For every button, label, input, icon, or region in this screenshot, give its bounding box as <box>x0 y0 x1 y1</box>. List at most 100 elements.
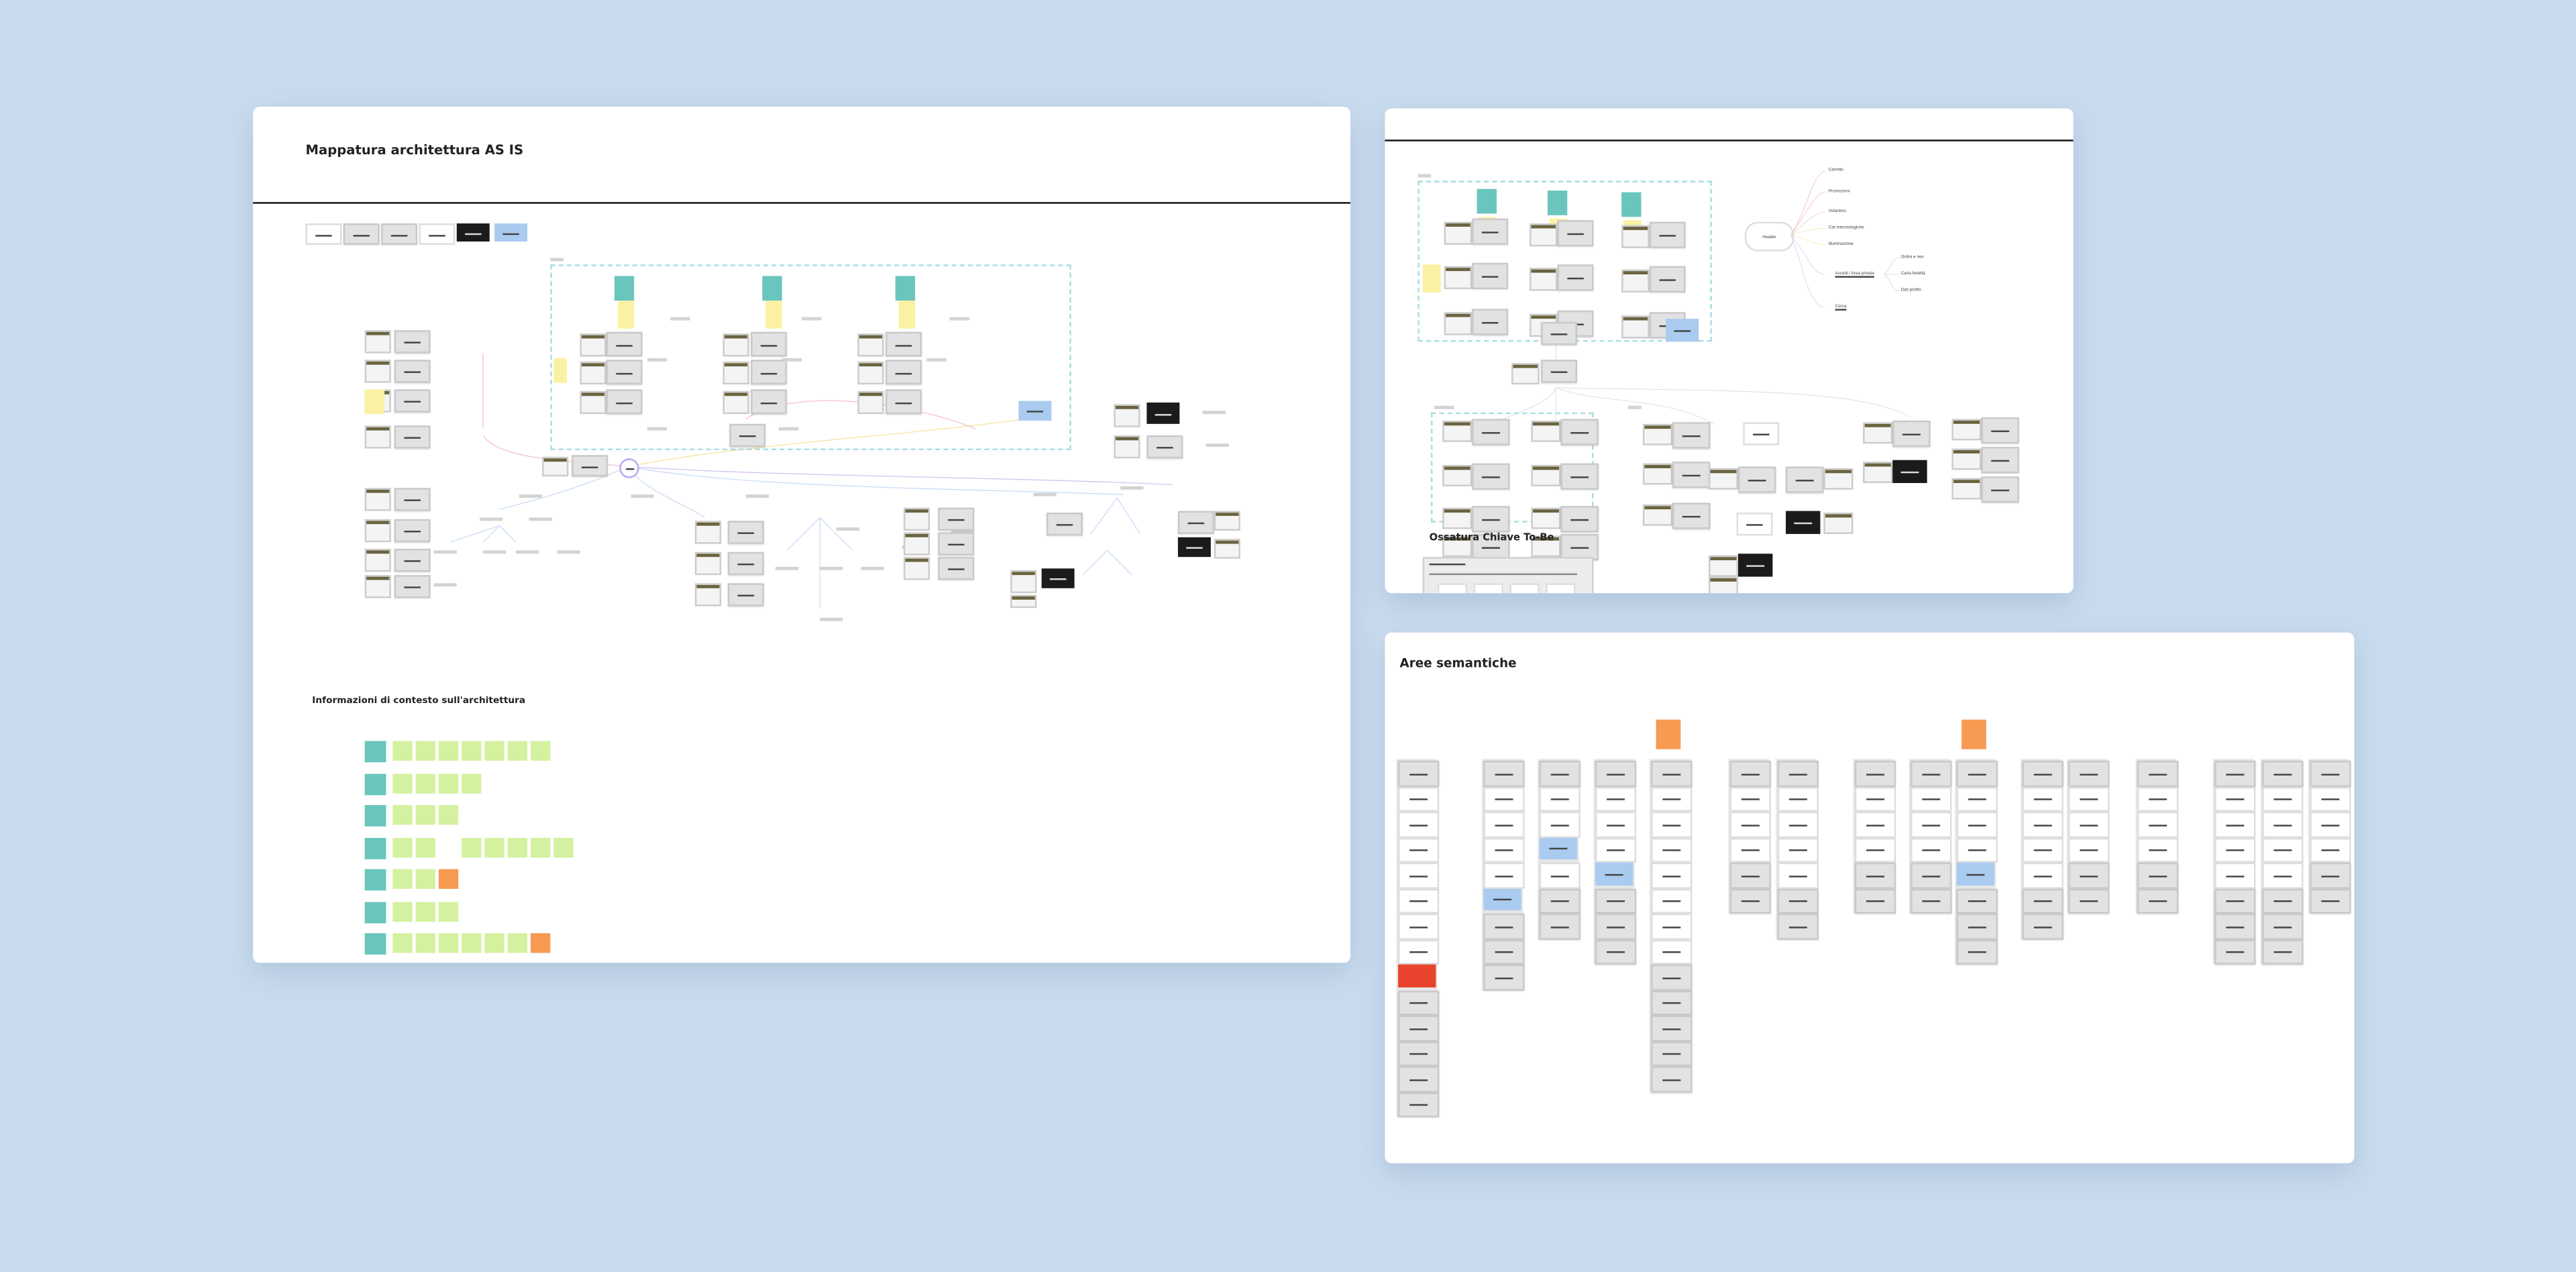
sticky-note[interactable] <box>553 358 567 383</box>
sticky-note[interactable] <box>1422 264 1441 293</box>
semantic-card[interactable] <box>1398 760 1440 786</box>
page-thumbnail[interactable] <box>1621 315 1650 339</box>
legend-item[interactable] <box>419 223 455 245</box>
mindmap-item[interactable]: Promozioni <box>1828 189 1850 194</box>
node-label[interactable] <box>820 566 843 570</box>
node-label[interactable] <box>631 494 654 498</box>
semantic-card[interactable] <box>1539 811 1580 837</box>
page-node[interactable] <box>1981 417 2019 444</box>
page-thumbnail[interactable] <box>1531 420 1561 442</box>
semantic-card[interactable] <box>2022 888 2063 914</box>
page-node[interactable] <box>1041 568 1075 588</box>
sticky-note[interactable] <box>507 933 528 953</box>
semantic-card[interactable] <box>1956 913 1998 939</box>
page-thumbnail[interactable] <box>364 548 391 572</box>
semantic-card[interactable] <box>1911 760 1952 786</box>
semantic-card[interactable] <box>1539 760 1580 786</box>
group-label[interactable] <box>1417 174 1432 178</box>
semantic-card[interactable] <box>1483 760 1525 786</box>
sticky-note[interactable] <box>507 837 528 857</box>
page-thumbnail[interactable] <box>580 361 606 385</box>
page-thumbnail[interactable] <box>1529 268 1558 291</box>
node-label[interactable] <box>836 527 859 531</box>
node-label[interactable] <box>647 358 667 362</box>
page-thumbnail[interactable] <box>580 390 606 415</box>
semantic-card[interactable] <box>2068 862 2110 888</box>
page-thumbnail[interactable] <box>1442 420 1472 442</box>
semantic-card[interactable] <box>2137 862 2179 888</box>
node-label[interactable] <box>778 427 799 431</box>
semantic-card[interactable] <box>1911 786 1952 812</box>
sticky-note[interactable] <box>438 741 459 761</box>
semantic-card[interactable] <box>1911 888 1952 914</box>
semantic-card[interactable] <box>1729 888 1772 914</box>
node-label[interactable] <box>1202 411 1226 415</box>
page-node[interactable] <box>1736 513 1773 536</box>
semantic-card[interactable] <box>1398 888 1440 914</box>
mindmap-subitem[interactable]: Dati profilo <box>1900 287 1921 293</box>
node-label[interactable] <box>861 566 884 570</box>
semantic-card[interactable] <box>2022 760 2063 786</box>
sticky-note[interactable] <box>462 741 482 761</box>
page-node[interactable] <box>394 488 431 511</box>
sticky-note[interactable] <box>415 837 435 857</box>
page-thumbnail[interactable] <box>857 361 884 385</box>
node-label[interactable] <box>949 317 969 321</box>
semantic-card[interactable] <box>1729 786 1772 812</box>
page-thumbnail[interactable] <box>722 333 749 357</box>
semantic-card[interactable] <box>1956 760 1998 786</box>
page-thumbnail[interactable] <box>1010 570 1037 594</box>
node-label[interactable] <box>802 317 822 321</box>
page-thumbnail[interactable] <box>694 551 722 576</box>
semantic-card[interactable] <box>1595 862 1633 885</box>
page-thumbnail[interactable] <box>1951 448 1982 470</box>
semantic-card[interactable] <box>2310 837 2351 863</box>
page-node[interactable] <box>1472 309 1509 335</box>
page-thumbnail[interactable] <box>722 361 749 385</box>
semantic-card[interactable] <box>1595 786 1637 812</box>
node-label[interactable] <box>433 550 457 554</box>
page-node[interactable] <box>1560 506 1599 533</box>
mindmap-item[interactable]: Illuminazione <box>1828 242 1854 247</box>
page-node[interactable] <box>606 360 643 385</box>
semantic-card[interactable] <box>1483 862 1525 888</box>
page-thumbnail[interactable] <box>1114 435 1140 459</box>
page-thumbnail[interactable] <box>1621 225 1650 248</box>
page-node[interactable] <box>1786 511 1821 534</box>
semantic-card[interactable] <box>1398 862 1440 888</box>
sticky-note[interactable] <box>531 933 551 953</box>
page-thumbnail[interactable] <box>1642 504 1673 526</box>
semantic-card[interactable] <box>1595 760 1637 786</box>
semantic-card[interactable] <box>1956 837 1998 863</box>
page-thumbnail[interactable] <box>1531 535 1561 558</box>
semantic-card[interactable] <box>2137 888 2179 914</box>
semantic-card[interactable] <box>2310 760 2351 786</box>
semantic-card[interactable] <box>1911 811 1952 837</box>
page-node[interactable] <box>1541 360 1578 383</box>
semantic-card[interactable] <box>1398 1066 1440 1092</box>
semantic-card[interactable] <box>1398 1041 1440 1067</box>
semantic-card[interactable] <box>2214 760 2256 786</box>
semantic-card[interactable] <box>1539 888 1580 914</box>
page-thumbnail[interactable] <box>1708 468 1739 490</box>
mindmap-root-header[interactable]: Header <box>1744 221 1794 252</box>
group-label[interactable] <box>550 258 564 262</box>
page-node[interactable] <box>1560 419 1599 445</box>
page-thumbnail[interactable] <box>1511 363 1540 385</box>
page-thumbnail[interactable] <box>1951 419 1982 441</box>
page-thumbnail[interactable] <box>542 456 569 477</box>
page-node[interactable] <box>1649 266 1686 293</box>
sticky-note[interactable] <box>438 869 459 889</box>
board-semantic-areas[interactable]: Aree semantiche <box>1385 632 2355 1163</box>
semantic-card[interactable] <box>2214 786 2256 812</box>
semantic-card[interactable] <box>1854 760 1896 786</box>
page-thumbnail[interactable] <box>1863 422 1893 444</box>
sticky-note[interactable] <box>364 741 386 763</box>
semantic-card[interactable] <box>2068 888 2110 914</box>
semantic-card[interactable] <box>2310 786 2351 812</box>
page-thumbnail[interactable] <box>903 507 930 531</box>
semantic-card[interactable] <box>1651 1041 1693 1067</box>
semantic-card[interactable] <box>1777 888 1819 914</box>
page-thumbnail[interactable] <box>1444 221 1472 245</box>
sticky-note[interactable] <box>415 741 435 761</box>
